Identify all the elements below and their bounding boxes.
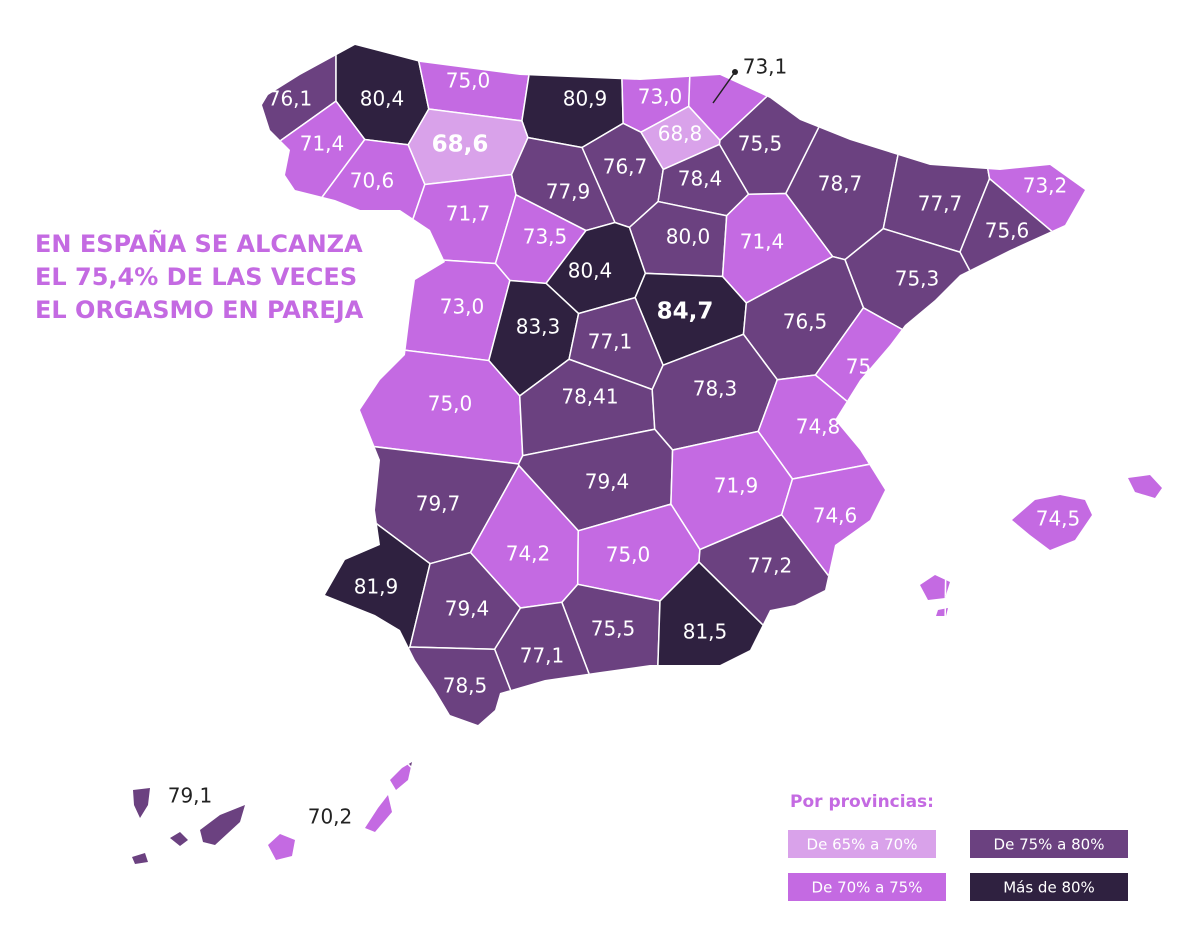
province-label: 80,4 (568, 259, 613, 283)
province-label: 75,5 (738, 132, 783, 156)
province-label: 73,5 (523, 225, 568, 249)
province (132, 389, 431, 704)
province-label: 70,2 (308, 805, 353, 829)
province-label: 77,9 (546, 180, 591, 204)
province (959, 177, 1162, 378)
province-label: 76,7 (603, 155, 648, 179)
province (521, 45, 624, 149)
province-label: 75,0 (446, 69, 491, 93)
province-label: 77,2 (748, 554, 793, 578)
province-label: 70,6 (350, 169, 395, 193)
legend-label: De 70% a 75% (812, 879, 923, 897)
province-label: 68,8 (658, 122, 703, 146)
province-label: 71,4 (740, 230, 785, 254)
legend-swatch (788, 873, 946, 901)
province-label: 75,0 (428, 392, 473, 416)
province-label: 73,2 (1023, 174, 1068, 198)
leader-line (712, 71, 736, 104)
legend-label: De 65% a 70% (807, 836, 918, 854)
province-label: 80,4 (360, 87, 405, 111)
leader-dot (732, 69, 738, 75)
province-label: 71,9 (714, 474, 759, 498)
legend-swatch (788, 830, 936, 858)
province-label: 75,5 (591, 617, 636, 641)
province-label: 76,5 (783, 310, 828, 334)
province-label: 68,6 (432, 132, 489, 158)
province (254, 683, 574, 864)
province-label: 75,3 (895, 267, 940, 291)
province-label: 75,0 (846, 355, 891, 379)
heading-line: EL ORGASMO EN PAREJA (35, 296, 364, 324)
province-label: 73,0 (440, 295, 485, 319)
province-label: 83,3 (516, 315, 561, 339)
province-label: 77,1 (588, 330, 633, 354)
province-label: 78,3 (693, 377, 738, 401)
province-label: 84,7 (657, 299, 714, 325)
province-label: 79,1 (168, 784, 213, 808)
province-label: 78,41 (561, 385, 618, 409)
province-label: 73,0 (638, 85, 683, 109)
province-label: 80,9 (563, 87, 608, 111)
province-label: 78,4 (678, 167, 723, 191)
province-label: 79,4 (585, 470, 630, 494)
province-label: 78,5 (443, 674, 488, 698)
province-label: 76,1 (268, 87, 313, 111)
labels: 76,1 80,4 75,0 80,9 73,0 73,1 68,6 68,8 75,5 71,4… (168, 55, 1081, 829)
province-label: 81,9 (354, 575, 399, 599)
province-label: 71,7 (446, 202, 491, 226)
legend-title: Por provincias: (790, 792, 934, 812)
province-label: 77,7 (918, 192, 963, 216)
province-label: 81,5 (683, 620, 728, 644)
province-label: 74,6 (813, 504, 858, 528)
heading-line: EL 75,4% DE LAS VECES (35, 263, 357, 291)
legend-label: De 75% a 80% (994, 836, 1105, 854)
province (132, 482, 265, 864)
province-label: 79,7 (416, 492, 461, 516)
province-label: 74,2 (506, 542, 551, 566)
legend-swatch (970, 830, 1128, 858)
province-label: 71,4 (300, 132, 345, 156)
province-label: 80,0 (666, 225, 711, 249)
province-label: 74,5 (1036, 507, 1081, 531)
province-label: 79,4 (445, 597, 490, 621)
province-label: 75,6 (985, 219, 1030, 243)
province-label: 77,1 (520, 644, 565, 668)
heading-line: EN ESPAÑA SE ALCANZA (35, 229, 363, 258)
legend-label: Más de 80% (1003, 879, 1095, 897)
province-label: 73,1 (743, 55, 788, 79)
province-label: 75,0 (606, 543, 651, 567)
legend-swatch (970, 873, 1128, 901)
province (958, 45, 1162, 349)
province-label: 74,8 (796, 415, 841, 439)
province-label: 78,7 (818, 172, 863, 196)
